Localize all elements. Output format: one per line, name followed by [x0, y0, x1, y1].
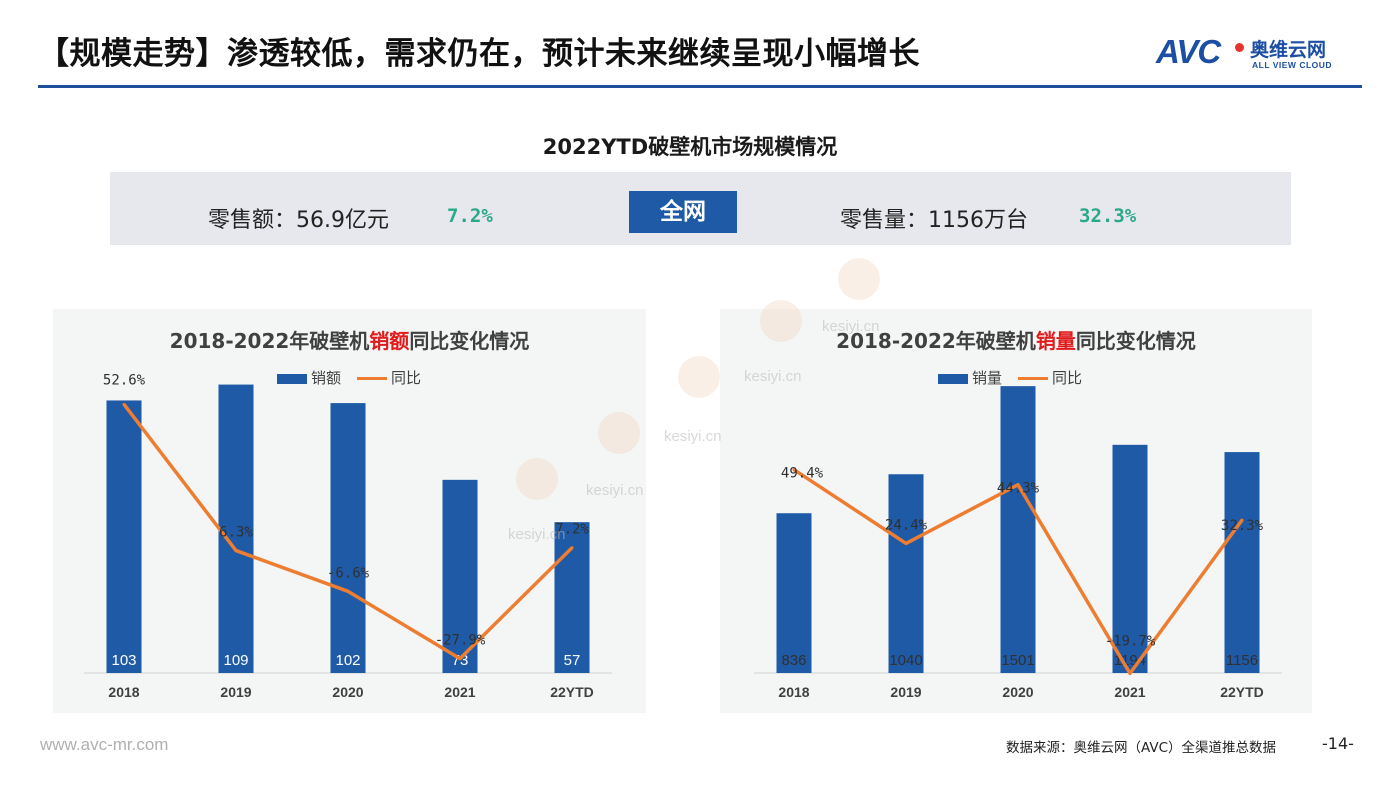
volume-chart-title: 2018-2022年破壁机销量同比变化情况 — [720, 325, 1312, 354]
watermark: kesiyi.cn — [664, 428, 722, 445]
logo-en: ALL VIEW CLOUD — [1252, 60, 1333, 70]
sales-chart-title: 2018-2022年破壁机销额同比变化情况 — [53, 325, 646, 354]
legend-bar-label: 销额 — [311, 369, 342, 387]
x-tick-label: 2021 — [1114, 684, 1145, 700]
data-source: 数据来源：奥维云网（AVC）全渠道推总数据 — [1006, 740, 1277, 756]
yoy-label: 49.4% — [781, 466, 824, 482]
yoy-point — [904, 541, 908, 545]
sales-chart-title-c: 同比变化情况 — [409, 329, 530, 353]
yoy-point — [346, 589, 350, 593]
yoy-label: 6.3% — [219, 525, 253, 541]
summary-bar: 零售额：56.9亿元 7.2% 全网 零售量：1156万台 32.3% — [110, 172, 1291, 245]
sales-chart-panel: 2018-2022年破壁机销额同比变化情况 销额 同比 103 2018 109 201… — [53, 309, 646, 713]
bar-22YTD — [1224, 452, 1260, 673]
bar-2019 — [218, 384, 254, 673]
bar-value-label: 109 — [223, 652, 248, 669]
logo-dot-icon — [1235, 43, 1244, 52]
yoy-label: 24.4% — [885, 517, 928, 533]
volume-chart-title-b: 销量 — [1035, 329, 1076, 353]
bar-2018 — [776, 513, 812, 673]
bar-2018 — [106, 400, 142, 673]
legend-bar-swatch — [938, 373, 968, 384]
yoy-label: -19.7% — [1105, 633, 1156, 649]
watermark-figure-icon — [678, 356, 720, 398]
scope-button[interactable]: 全网 — [629, 191, 737, 233]
x-tick-label: 2020 — [1002, 684, 1033, 700]
sales-chart-legend: 销额 同比 — [277, 367, 421, 388]
bar-value-label: 57 — [564, 652, 581, 669]
bar-2020 — [1000, 386, 1036, 673]
bar-value-label: 1040 — [889, 652, 922, 669]
volume-chart-title-a: 2018-2022年破壁机 — [836, 329, 1036, 353]
volume-chart-legend: 销量 同比 — [938, 367, 1082, 388]
sales-chart-title-b: 销额 — [369, 329, 410, 353]
x-tick-label: 22YTD — [550, 684, 594, 700]
yoy-point — [122, 402, 126, 406]
bar-value-label: 103 — [111, 652, 136, 669]
yoy-label: -6.6% — [327, 565, 370, 581]
legend-line-swatch — [357, 377, 388, 380]
bar-2020 — [330, 403, 366, 673]
legend-line-label: 同比 — [391, 369, 422, 387]
bar-value-label: 1501 — [1001, 652, 1034, 669]
watermark-figure-icon — [516, 458, 558, 500]
volume-growth: 32.3% — [1079, 205, 1137, 227]
title-divider — [38, 85, 1362, 88]
watermark-figure-icon — [598, 412, 640, 454]
page-title: 【规模走势】渗透较低，需求仍在，预计未来继续呈现小幅增长 — [38, 36, 920, 72]
watermark: kesiyi.cn — [586, 482, 644, 499]
volume-label: 零售量：1156万台 — [840, 208, 1028, 233]
page-number: -14- — [1322, 734, 1354, 753]
sales-chart-title-a: 2018-2022年破壁机 — [169, 329, 370, 353]
bar-22YTD — [554, 522, 590, 673]
yoy-point — [1240, 518, 1244, 522]
bar-2019 — [888, 474, 924, 673]
yoy-label: 52.6% — [103, 372, 146, 388]
x-tick-label: 2018 — [778, 684, 809, 700]
watermark: kesiyi.cn — [744, 368, 802, 385]
sales-label: 零售额：56.9亿元 — [208, 208, 389, 233]
legend-line-swatch — [1018, 377, 1049, 380]
legend-bar-label: 销量 — [972, 369, 1003, 387]
watermark: kesiyi.cn — [508, 526, 566, 543]
logo-text: AVC — [1156, 33, 1221, 70]
watermark: kesiyi.cn — [822, 318, 880, 335]
x-tick-label: 2019 — [220, 684, 251, 700]
bar-2021 — [442, 479, 478, 673]
volume-chart-panel: 2018-2022年破壁机销量同比变化情况 销量 同比 836 2018 1040 20… — [720, 309, 1312, 713]
yoy-label: 44.3% — [997, 481, 1040, 497]
yoy-point — [792, 468, 796, 472]
volume-chart-svg: 8362018104020191501202011942021115622YTD… — [754, 386, 1282, 700]
x-tick-label: 2018 — [108, 684, 139, 700]
yoy-point — [234, 549, 238, 553]
legend-line-label: 同比 — [1052, 369, 1083, 387]
sales-growth: 7.2% — [447, 205, 493, 227]
x-tick-label: 22YTD — [1220, 684, 1264, 700]
bar-value-label: 836 — [781, 652, 806, 669]
volume-chart-title-c: 同比变化情况 — [1075, 329, 1196, 353]
legend-bar-swatch — [277, 373, 307, 384]
market-title: 2022YTD破壁机市场规模情况 — [542, 135, 838, 159]
bar-value-label: 102 — [335, 652, 360, 669]
yoy-point — [1128, 671, 1132, 675]
x-tick-label: 2020 — [332, 684, 363, 700]
yoy-point — [458, 657, 462, 661]
sales-chart-svg: 1032018109201910220207320215722YTD52.6%6… — [84, 372, 612, 700]
watermark-figure-icon — [838, 258, 880, 300]
yoy-label: -27.9% — [435, 633, 486, 649]
yoy-label: 7.2% — [555, 522, 589, 538]
logo-cn: 奥维云网 — [1250, 39, 1327, 61]
bar-2021 — [1112, 444, 1148, 673]
bar-value-label: 1156 — [1226, 652, 1258, 669]
avc-logo: AVC 奥维云网 ALL VIEW CLOUD — [1156, 33, 1366, 73]
yoy-point — [1016, 483, 1020, 487]
x-tick-label: 2019 — [890, 684, 921, 700]
yoy-label: 32.3% — [1221, 518, 1264, 534]
footer-url[interactable]: www.avc-mr.com — [40, 735, 169, 754]
yoy-point — [570, 546, 574, 550]
x-tick-label: 2021 — [444, 684, 475, 700]
watermark-figure-icon — [760, 300, 802, 342]
